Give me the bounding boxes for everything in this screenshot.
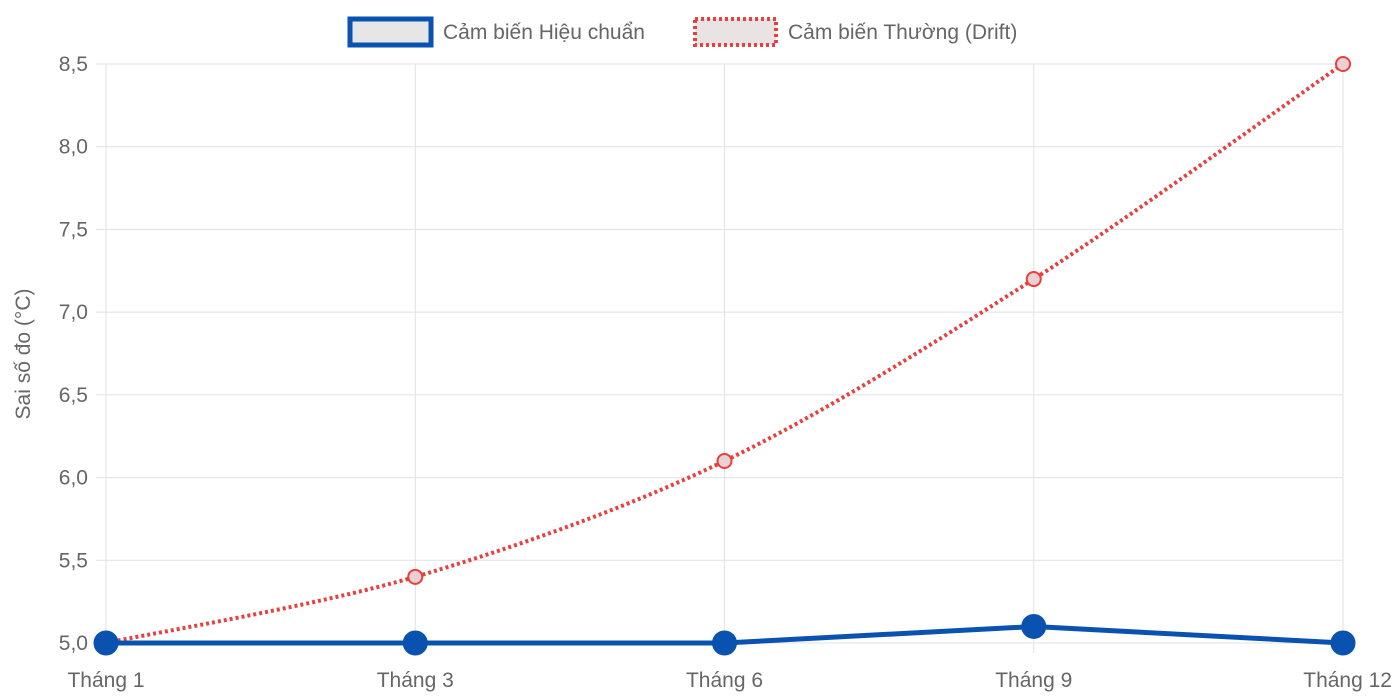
legend: Cảm biến Hiệu chuẩn Cảm biến Thường (Drif…	[347, 16, 1017, 48]
legend-label-calibrated[interactable]: Cảm biến Hiệu chuẩn	[443, 21, 645, 44]
axes: 5,0 5,5 6,0 6,5 7,0 7,5 8,0 8,5 Tháng 1 Tháng 3 Th…	[59, 53, 1392, 692]
legend-swatch-calibrated[interactable]	[347, 16, 434, 48]
y-tick-label: 6,5	[59, 384, 88, 407]
x-tick-label: Tháng 6	[686, 669, 763, 692]
legend-swatch-drift[interactable]	[693, 17, 778, 47]
drift-point[interactable]	[716, 453, 733, 470]
y-tick-label: 8,0	[59, 136, 88, 159]
calibrated-point[interactable]	[712, 630, 737, 656]
drift-point[interactable]	[1335, 56, 1351, 72]
x-tick-label: Tháng 12	[1303, 669, 1392, 692]
y-tick-label: 5,5	[59, 549, 88, 572]
y-tick-label: 7,5	[59, 218, 88, 241]
y-tick-label: 8,5	[59, 53, 88, 76]
y-axis-title: Sai số đo (°C)	[12, 289, 35, 420]
legend-label-drift[interactable]: Cảm biến Thường (Drift)	[788, 21, 1017, 44]
calibrated-point[interactable]	[1330, 630, 1356, 656]
drift-point[interactable]	[1025, 271, 1042, 288]
x-tick-label: Tháng 3	[377, 669, 454, 692]
series-lines	[93, 56, 1356, 656]
x-tick-label: Tháng 9	[995, 669, 1072, 692]
y-tick-label: 5,0	[59, 632, 88, 655]
y-tick-label: 6,0	[59, 467, 88, 490]
y-tick-label: 7,0	[59, 301, 88, 324]
calibrated-point[interactable]	[93, 630, 119, 656]
calibrated-point[interactable]	[402, 630, 428, 656]
grid	[96, 63, 1344, 653]
calibrated-point[interactable]	[1021, 613, 1047, 639]
drift-point[interactable]	[407, 568, 424, 585]
x-tick-label: Tháng 1	[67, 669, 144, 692]
